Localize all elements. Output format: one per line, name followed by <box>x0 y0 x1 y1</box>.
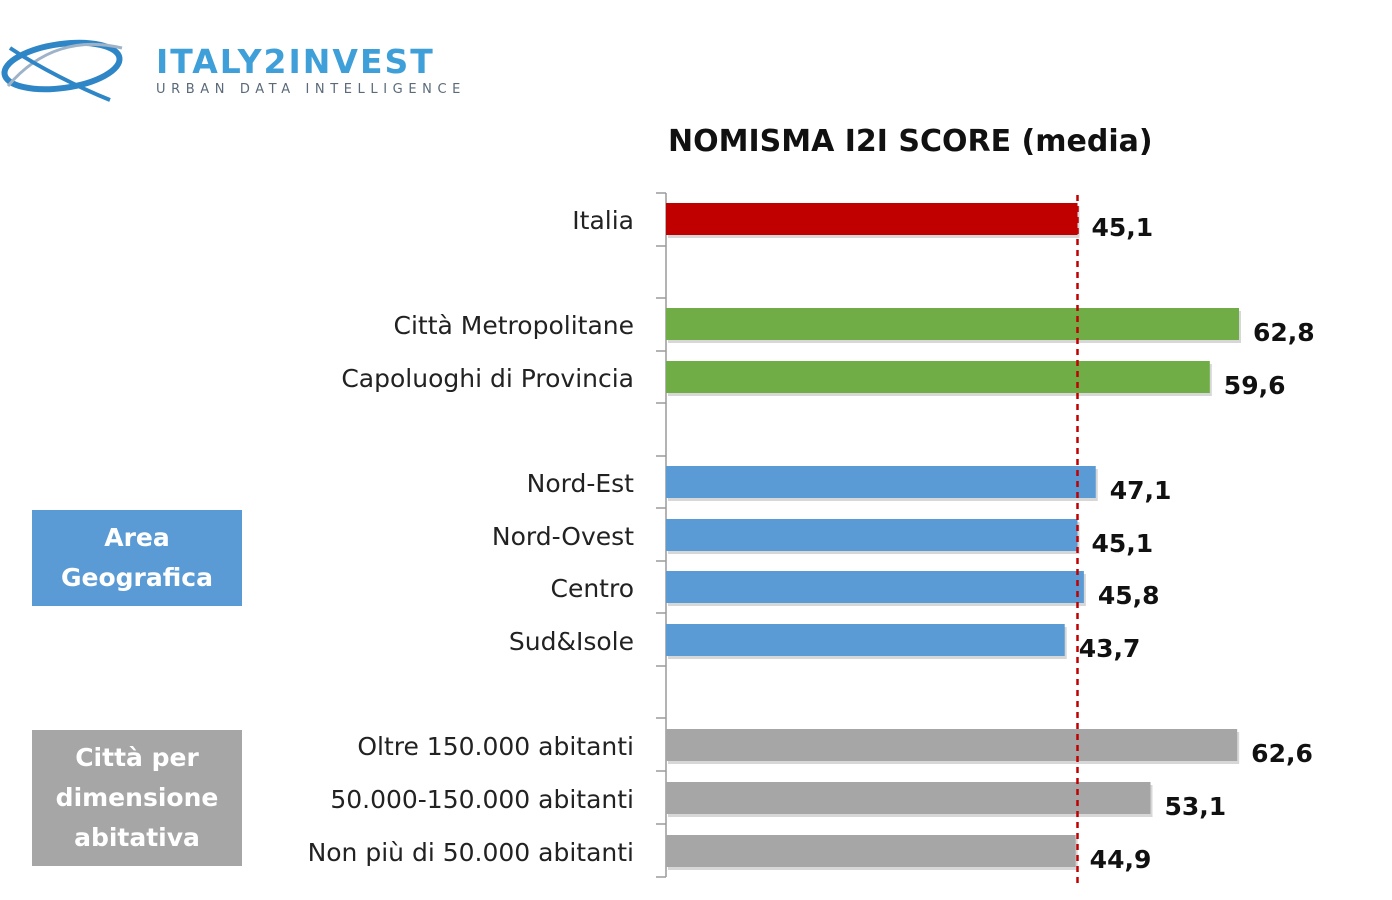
category-label: 50.000-150.000 abitanti <box>330 785 634 814</box>
category-label: Italia <box>572 206 634 235</box>
data-label: 45,1 <box>1092 529 1154 558</box>
data-label: 62,8 <box>1253 318 1315 347</box>
bar <box>666 466 1096 498</box>
category-label: Città Metropolitane <box>394 311 634 340</box>
chart-title: NOMISMA I2I SCORE (media) <box>668 124 1153 159</box>
category-label: Centro <box>550 574 634 603</box>
category-label: Oltre 150.000 abitanti <box>357 732 634 761</box>
bar <box>666 308 1239 340</box>
data-label: 59,6 <box>1224 371 1286 400</box>
brand-tagline: URBAN DATA INTELLIGENCE <box>156 82 466 97</box>
data-label: 45,1 <box>1092 213 1154 242</box>
category-label: Capoluoghi di Provincia <box>341 364 634 393</box>
bar <box>666 519 1078 551</box>
bar <box>666 729 1238 761</box>
bar <box>666 782 1151 814</box>
group-label-citta-dimensione: Città per dimensione abitativa <box>32 730 242 866</box>
category-label: Sud&Isole <box>509 627 634 656</box>
category-label: Nord-Ovest <box>492 522 634 551</box>
data-label: 45,8 <box>1098 581 1160 610</box>
data-label: 43,7 <box>1079 634 1141 663</box>
category-label: Nord-Est <box>527 469 635 498</box>
data-label: 53,1 <box>1164 792 1226 821</box>
brand-name: ITALY2INVEST <box>156 42 435 81</box>
bar <box>666 835 1076 867</box>
group-label-text: Città per dimensione abitativa <box>55 743 219 852</box>
data-label: 47,1 <box>1110 476 1172 505</box>
group-label-area-geografica: Area Geografica <box>32 510 242 606</box>
orbit-logo-icon <box>1 39 123 102</box>
data-label: 44,9 <box>1090 845 1152 874</box>
bar <box>666 624 1065 656</box>
bar <box>666 571 1084 603</box>
data-label: 62,6 <box>1251 739 1313 768</box>
category-label: Non più di 50.000 abitanti <box>308 838 634 867</box>
logo: ITALY2INVEST URBAN DATA INTELLIGENCE <box>0 28 500 108</box>
bar <box>666 361 1210 393</box>
bar <box>666 203 1078 235</box>
group-label-text: Area Geografica <box>61 523 213 592</box>
